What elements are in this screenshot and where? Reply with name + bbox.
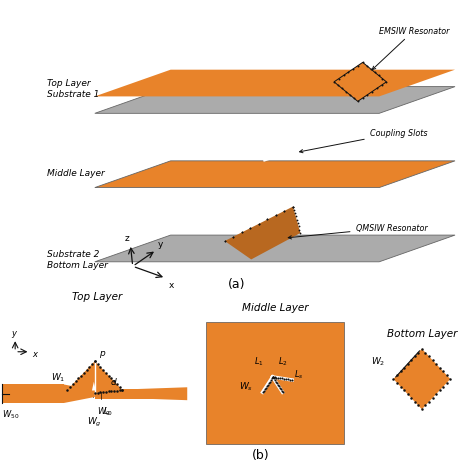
- Text: $L_2$: $L_2$: [278, 355, 288, 367]
- Bar: [2, 385, 64, 403]
- Text: Top Layer: Top Layer: [72, 292, 122, 302]
- Text: $L_1$: $L_1$: [255, 355, 264, 367]
- Text: $W_g$: $W_g$: [87, 415, 102, 428]
- Text: $L_s$: $L_s$: [294, 368, 303, 381]
- Text: Top Layer
Substrate 1: Top Layer Substrate 1: [47, 79, 100, 99]
- Text: Middle Layer: Middle Layer: [47, 169, 105, 178]
- Text: EMSIW Resonator: EMSIW Resonator: [372, 26, 449, 70]
- Text: y: y: [157, 240, 163, 249]
- Text: z: z: [124, 233, 129, 243]
- Text: $d$: $d$: [110, 375, 118, 387]
- Polygon shape: [67, 362, 122, 393]
- Text: (b): (b): [252, 448, 270, 461]
- Text: $W_s$: $W_s$: [239, 380, 254, 392]
- Polygon shape: [95, 88, 455, 114]
- Polygon shape: [64, 385, 95, 403]
- Text: x: x: [168, 280, 173, 289]
- Text: y: y: [11, 328, 16, 337]
- Text: $W_2$: $W_2$: [371, 355, 385, 367]
- Bar: [97, 389, 187, 399]
- Polygon shape: [95, 388, 187, 400]
- Text: Coupling Slots: Coupling Slots: [300, 129, 427, 153]
- Polygon shape: [95, 389, 185, 399]
- Polygon shape: [393, 349, 450, 409]
- Text: Middle Layer: Middle Layer: [242, 302, 308, 312]
- Text: $W_1$: $W_1$: [51, 370, 65, 383]
- Polygon shape: [95, 236, 455, 262]
- Text: Bottom Layer: Bottom Layer: [387, 329, 457, 338]
- Text: $W_{50}$: $W_{50}$: [2, 407, 20, 420]
- Text: (a): (a): [228, 277, 246, 290]
- Polygon shape: [92, 382, 96, 391]
- Text: QMSIW Resonator: QMSIW Resonator: [288, 224, 427, 239]
- Polygon shape: [95, 70, 455, 97]
- Polygon shape: [334, 63, 386, 102]
- Text: $W_0$: $W_0$: [97, 405, 110, 417]
- Polygon shape: [95, 162, 455, 188]
- Text: Substrate 2
Bottom Layer: Substrate 2 Bottom Layer: [47, 250, 108, 269]
- Text: $p$: $p$: [99, 348, 106, 359]
- Text: $L_0$: $L_0$: [103, 405, 113, 417]
- Text: x: x: [32, 349, 37, 358]
- Bar: [206, 323, 344, 444]
- Polygon shape: [225, 207, 301, 260]
